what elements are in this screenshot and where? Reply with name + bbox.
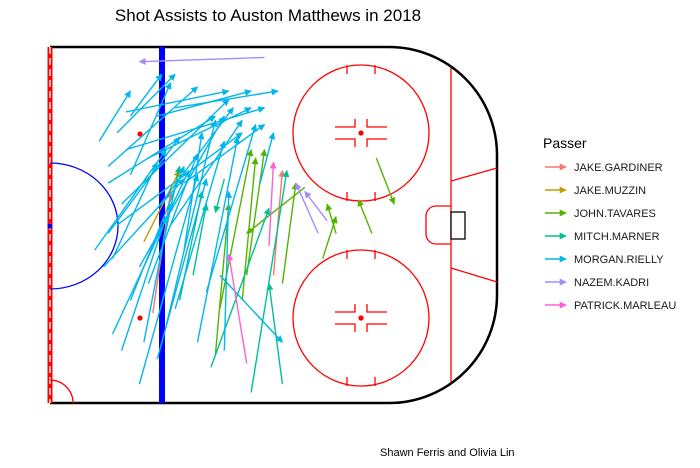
pass-arrow [165, 119, 218, 326]
center-ice-dot [47, 223, 53, 229]
pass-arrow [213, 178, 226, 214]
pass-arrow [226, 253, 248, 364]
pass-arrow [129, 165, 186, 301]
legend-title: Passer [543, 135, 587, 151]
legend: Passer JAKE.GARDINER JAKE.MUZZIN JOHN.TAVA… [543, 135, 676, 312]
trapezoid-top [450, 167, 498, 182]
pass-arrow [125, 88, 230, 113]
pass-arrow [111, 161, 158, 259]
pass-arrow [281, 182, 299, 284]
legend-label: JOHN.TAVARES [574, 208, 656, 220]
pass-arrow [147, 153, 199, 284]
goal-net [450, 211, 466, 240]
caption: Shawn Ferris and Olivia Lin [380, 447, 515, 459]
pass-arrow [192, 203, 209, 276]
pass-arrow [266, 282, 284, 385]
faceoff-dot-bottom [358, 315, 364, 321]
pass-arrow [170, 119, 243, 226]
pass-arrow [375, 157, 396, 205]
neutral-zone-dot-bottom [137, 315, 143, 321]
pass-arrows [94, 56, 396, 393]
pass-arrow [219, 148, 254, 309]
pass-arrow [245, 148, 268, 276]
pass-arrow [210, 207, 271, 368]
referee-crease [49, 379, 74, 404]
legend-label: NAZEM.KADRI [574, 277, 649, 289]
pass-arrow [120, 215, 168, 351]
pass-arrow [174, 140, 226, 309]
neutral-zone-dot-top [137, 131, 143, 137]
pass-arrow [246, 186, 306, 234]
pass-arrow [125, 106, 266, 151]
goal-crease [425, 205, 451, 245]
pass-arrow [156, 107, 234, 209]
pass-arrow [259, 132, 276, 184]
pass-arrow [107, 86, 199, 167]
pass-arrow [138, 174, 200, 385]
faceoff-hashmarks-bottom [335, 250, 387, 386]
pass-arrow [219, 274, 283, 343]
faceoff-dot-top [358, 130, 364, 136]
pass-arrow [138, 56, 265, 65]
pass-arrow [322, 215, 338, 259]
legend-label: JAKE.GARDINER [574, 162, 663, 174]
pass-arrow [183, 123, 266, 184]
pass-arrow [98, 90, 132, 142]
pass-arrow [250, 169, 290, 393]
pass-arrow [304, 190, 328, 222]
trapezoid-bottom [450, 267, 498, 283]
pass-arrow [357, 199, 373, 234]
legend-label: MITCH.MARNER [574, 231, 660, 243]
legend-label: PATRICK.MARLEAU [574, 300, 676, 312]
pass-arrow [107, 136, 181, 234]
pass-arrow [138, 115, 225, 268]
chart-title: Shot Assists to Auston Matthews in 2018 [115, 6, 421, 25]
pass-arrow [129, 73, 163, 117]
pass-arrow [156, 178, 209, 360]
rink-boards [50, 45, 499, 405]
pass-arrow [143, 169, 181, 243]
pass-arrow [268, 161, 277, 246]
faceoff-circle-bottom [292, 249, 430, 387]
pass-arrow [148, 107, 252, 159]
pass-arrow [295, 182, 319, 234]
faceoff-hashmarks-top [335, 65, 387, 201]
pass-arrow [175, 88, 279, 109]
legend-label: MORGAN.RIELLY [574, 254, 664, 266]
pass-arrow [214, 203, 232, 355]
legend-label: JAKE.MUZZIN [574, 185, 646, 197]
pass-arrow [205, 123, 258, 293]
pass-arrow [103, 178, 185, 268]
pass-arrow [111, 169, 190, 335]
pass-arrow [196, 136, 240, 343]
pass-arrow [223, 190, 233, 351]
pass-arrow [143, 203, 173, 343]
center-ice-circle [49, 162, 119, 290]
